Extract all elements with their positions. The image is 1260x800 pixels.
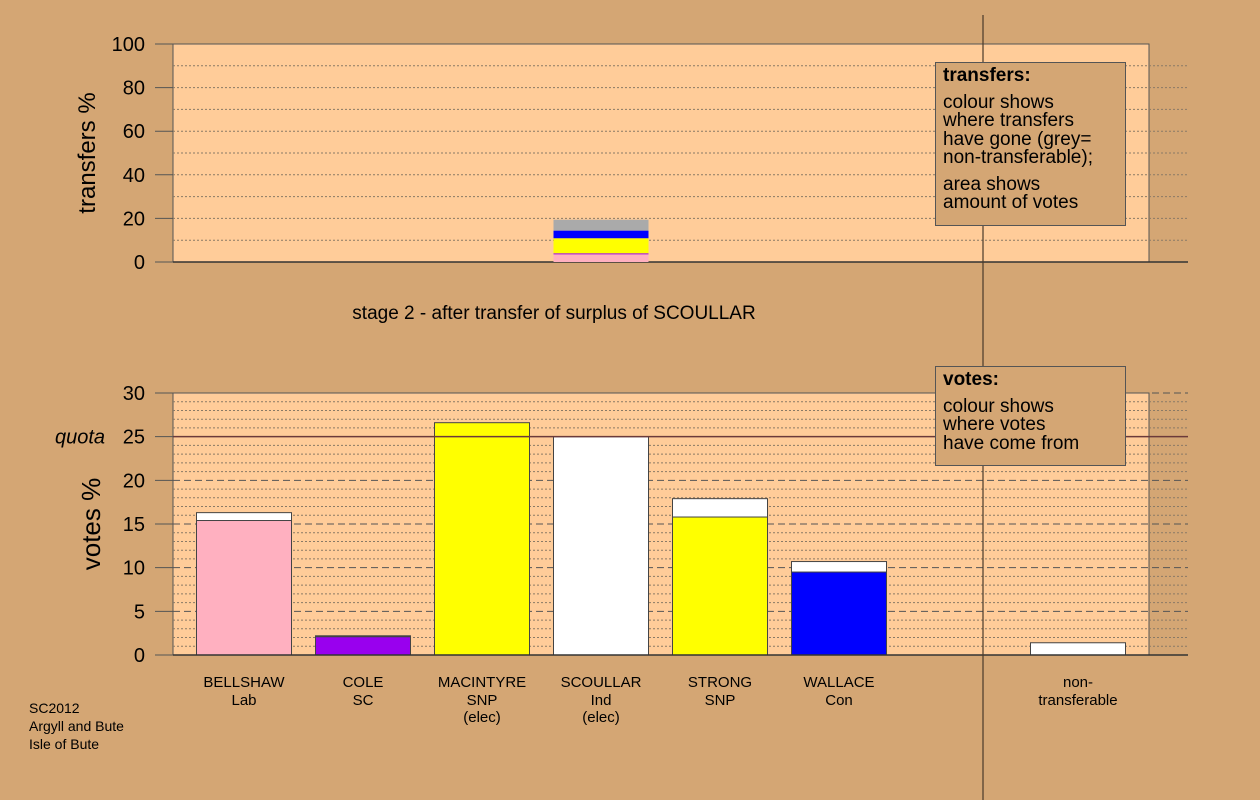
transfers-legend-line: non-transferable);	[943, 147, 1093, 168]
footer-line: Argyll and Bute	[29, 718, 124, 734]
votes-legend-line: where votes	[943, 414, 1046, 435]
candidate-party-label: SNP	[467, 692, 498, 709]
candidate-party-label: Lab	[231, 692, 256, 709]
transfer-bar-bellshaw	[196, 512, 292, 522]
candidate-name-label: SCOULLAR	[561, 674, 642, 691]
transfer-segment-non-transferable	[553, 219, 649, 231]
transfer-bar-wallace	[791, 561, 887, 573]
transfers-legend-title: transfers:	[943, 65, 1031, 86]
votes-legend-line: have come from	[943, 432, 1080, 454]
candidate-name-label: WALLACE	[803, 674, 874, 691]
vote-bar-cole	[315, 636, 411, 656]
transfer-bar-non-	[1030, 642, 1126, 656]
candidate-party-label: transferable	[1038, 692, 1117, 709]
transfer-segment-sc	[553, 253, 649, 255]
vote-bar-strong	[672, 516, 768, 656]
votes-legend-title: votes:	[943, 369, 999, 390]
candidate-name-label: non-	[1063, 674, 1093, 691]
votes-y-tick-label: 15	[123, 514, 145, 536]
transfers-y-axis-label: transfers %	[74, 92, 101, 213]
candidate-party-label: SC	[353, 692, 374, 709]
transfers-y-tick-label: 20	[123, 208, 145, 230]
transfers-y-tick-label: 60	[123, 121, 145, 143]
transfer-segment-lab	[553, 254, 649, 262]
candidate-status-label: (elec)	[582, 709, 620, 726]
candidate-status-label: (elec)	[463, 709, 501, 726]
transfer-segment-snp	[553, 238, 649, 254]
votes-y-tick-label: 25	[123, 427, 145, 449]
votes-legend-line: colour shows	[943, 395, 1054, 417]
candidate-name-label: COLE	[343, 674, 384, 691]
transfers-legend-line: area shows	[943, 173, 1041, 195]
transfer-bar-cole	[315, 635, 411, 638]
footer-info: SC2012 Argyll and Bute Isle of Bute	[29, 699, 124, 753]
footer-line: Isle of Bute	[29, 736, 100, 752]
quota-label: quota	[55, 427, 105, 449]
votes-y-axis-label: votes %	[76, 478, 106, 571]
transfers-legend-line: colour shows	[943, 91, 1054, 113]
transfers-legend-line: have gone (grey=	[943, 128, 1092, 150]
candidate-name-label: BELLSHAW	[203, 674, 285, 691]
transfers-y-tick-label: 80	[123, 78, 145, 100]
candidate-party-label: Ind	[591, 692, 612, 709]
vote-bar-macintyre	[434, 422, 530, 656]
transfers-y-tick-label: 0	[134, 252, 145, 274]
votes-y-tick-label: 10	[123, 558, 145, 580]
candidate-name-label: STRONG	[688, 674, 752, 691]
vote-bar-wallace	[791, 571, 887, 656]
votes-y-tick-label: 0	[134, 645, 145, 667]
transfers-y-tick-label: 100	[112, 34, 145, 56]
votes-y-tick-label: 30	[123, 383, 145, 405]
stage-caption: stage 2 - after transfer of surplus of S…	[352, 303, 755, 324]
candidate-party-label: Con	[825, 692, 853, 709]
votes-y-tick-label: 20	[123, 470, 145, 492]
votes-legend: votes: colour shows where votes have com…	[935, 366, 1126, 466]
transfer-segment-con	[553, 230, 649, 239]
votes-y-tick-label: 5	[134, 601, 145, 623]
footer-line: SC2012	[29, 700, 80, 716]
candidate-name-label: MACINTYRE	[438, 674, 526, 691]
transfers-legend-line: where transfers	[943, 110, 1074, 131]
transfers-legend-line: amount of votes	[943, 192, 1079, 213]
vote-bar-bellshaw	[196, 520, 292, 656]
transfers-legend: transfers: colour shows where transfers …	[935, 62, 1126, 226]
vote-bar-scoullar	[553, 436, 649, 656]
candidate-party-label: SNP	[705, 692, 736, 709]
transfers-y-tick-label: 40	[123, 165, 145, 187]
transfer-bar-strong	[672, 498, 768, 518]
